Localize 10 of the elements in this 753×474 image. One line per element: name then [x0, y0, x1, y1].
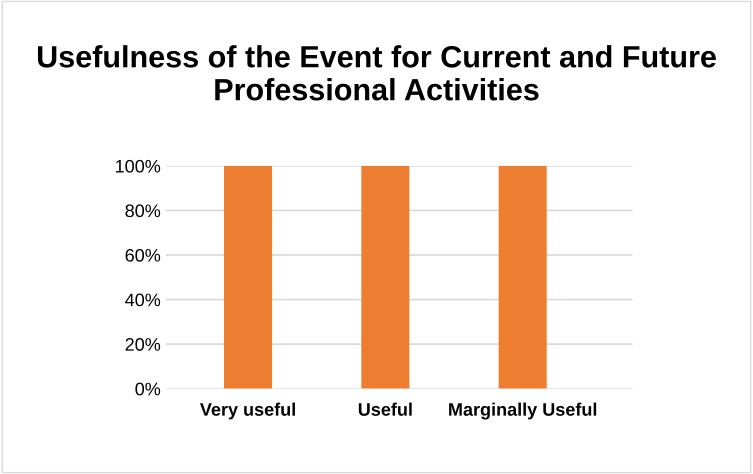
chart-title: Usefulness of the Event for Current and Future Professional Activities: [38, 45, 716, 100]
x-tick-label: Marginally Useful: [449, 402, 596, 420]
x-tick-label: Very useful: [200, 402, 295, 420]
y-tick-label: 40%: [125, 294, 160, 306]
y-tick-label: 60%: [126, 248, 160, 262]
y-tick-label: 80%: [125, 204, 160, 218]
x-tick-label: Useful: [358, 402, 412, 416]
y-tick-label: 100%: [116, 160, 160, 173]
y-tick-label: 20%: [126, 338, 160, 351]
y-tick-label: 0%: [135, 382, 160, 396]
